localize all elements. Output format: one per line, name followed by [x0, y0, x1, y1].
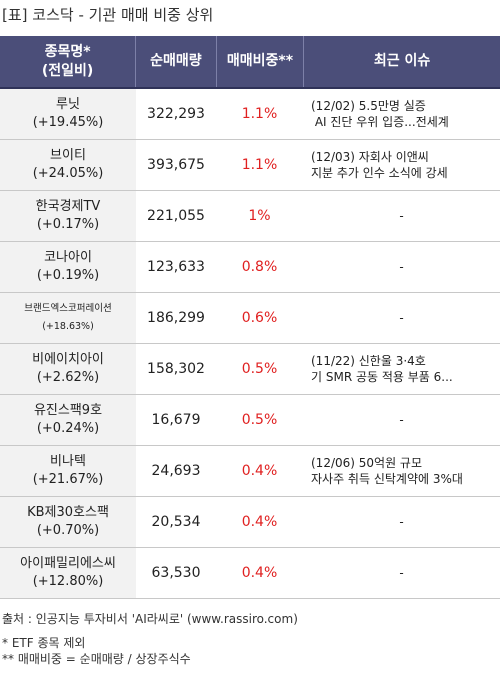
header-stock-name: 종목명* (전일비)	[0, 36, 137, 87]
recent-issue: -	[303, 242, 500, 292]
institution-trading-table: 종목명* (전일비) 순매매량 매매비중** 최근 이슈 루닛 (+19.45%)…	[0, 36, 500, 599]
stock-cell: 브랜드엑스코퍼레이션 (+18.63%)	[0, 293, 136, 343]
recent-issue-text: -	[399, 209, 404, 223]
table-row: 한국경제TV (+0.17%) 221,055 1% -	[0, 191, 500, 242]
stock-change: (+18.63%)	[42, 321, 94, 332]
recent-issue: (12/03) 자회사 이앤씨 지분 추가 인수 소식에 강세	[303, 140, 500, 190]
table-row: 아이패밀리에스씨 (+12.80%) 63,530 0.4% -	[0, 548, 500, 599]
stock-change: (+0.19%)	[36, 268, 100, 283]
footnote-etf: * ETF 종목 제외	[2, 636, 86, 650]
net-volume: 16,679	[151, 412, 201, 428]
stock-name[interactable]: 아이패밀리에스씨	[20, 556, 116, 571]
footnote-ratio: ** 매매비중 = 순매매량 / 상장주식수	[2, 652, 191, 666]
recent-issue-text: -	[399, 566, 404, 580]
recent-issue-text: -	[399, 260, 404, 274]
recent-issue-text: -	[399, 515, 404, 529]
trading-ratio: 0.4%	[241, 463, 278, 479]
table-row: 유진스팩9호 (+0.24%) 16,679 0.5% -	[0, 395, 500, 446]
header-stock-name-line2: (전일비)	[41, 62, 94, 79]
stock-change: (+0.17%)	[36, 217, 100, 232]
trading-ratio: 0.6%	[241, 310, 278, 326]
stock-cell: 유진스팩9호 (+0.24%)	[0, 395, 136, 445]
stock-cell: 아이패밀리에스씨 (+12.80%)	[0, 548, 136, 598]
net-volume: 186,299	[147, 310, 205, 326]
source-note: 출처 : 인공지능 투자비서 'AI라씨로' (www.rassiro.com)	[2, 612, 298, 626]
recent-issue: -	[303, 497, 500, 547]
trading-ratio: 0.5%	[241, 412, 278, 428]
stock-cell: 브이티 (+24.05%)	[0, 140, 136, 190]
table-row: 비에이치아이 (+2.62%) 158,302 0.5% (11/22) 신한울 3·4…	[0, 344, 500, 395]
trading-ratio: 0.4%	[241, 565, 278, 581]
net-volume: 123,633	[147, 259, 205, 275]
trading-ratio: 1.1%	[241, 106, 278, 122]
header-trading-ratio: 매매비중**	[217, 36, 305, 87]
trading-ratio: 0.5%	[241, 361, 278, 377]
table-row: KB제30호스팩 (+0.70%) 20,534 0.4% -	[0, 497, 500, 548]
table-row: 브랜드엑스코퍼레이션 (+18.63%) 186,299 0.6% -	[0, 293, 500, 344]
stock-name[interactable]: 비나텍	[50, 454, 86, 469]
trading-ratio: 1%	[248, 208, 271, 224]
net-volume: 20,534	[151, 514, 201, 530]
stock-change: (+0.24%)	[36, 421, 100, 436]
table-body: 루닛 (+19.45%) 322,293 1.1% (12/02) 5.5만명 실증 A…	[0, 89, 500, 599]
trading-ratio: 0.8%	[241, 259, 278, 275]
stock-name[interactable]: 루닛	[56, 97, 80, 112]
stock-cell: 코나아이 (+0.19%)	[0, 242, 136, 292]
table-title: [표] 코스닥 - 기관 매매 비중 상위	[2, 6, 214, 24]
net-volume: 158,302	[147, 361, 205, 377]
table-row: 코나아이 (+0.19%) 123,633 0.8% -	[0, 242, 500, 293]
table-row: 브이티 (+24.05%) 393,675 1.1% (12/03) 자회사 이앤씨 지…	[0, 140, 500, 191]
table-row: 비나텍 (+21.67%) 24,693 0.4% (12/06) 50억원 규모 자사…	[0, 446, 500, 497]
recent-issue: -	[303, 293, 500, 343]
net-volume: 221,055	[147, 208, 205, 224]
recent-issue-text[interactable]: (11/22) 신한울 3·4호 기 SMR 공동 적용 부품 6...	[311, 354, 453, 384]
stock-change: (+12.80%)	[32, 574, 104, 589]
stock-cell: 한국경제TV (+0.17%)	[0, 191, 136, 241]
stock-cell: KB제30호스팩 (+0.70%)	[0, 497, 136, 547]
trading-ratio: 1.1%	[241, 157, 278, 173]
stock-cell: 루닛 (+19.45%)	[0, 89, 136, 139]
recent-issue: -	[303, 395, 500, 445]
recent-issue: -	[303, 548, 500, 598]
recent-issue-text[interactable]: (12/03) 자회사 이앤씨 지분 추가 인수 소식에 강세	[311, 150, 448, 180]
net-volume: 393,675	[147, 157, 205, 173]
stock-name[interactable]: 브랜드엑스코퍼레이션	[24, 303, 112, 314]
stock-name[interactable]: 유진스팩9호	[33, 403, 103, 418]
recent-issue-text: -	[399, 311, 404, 325]
recent-issue: -	[303, 191, 500, 241]
header-net-volume: 순매매량	[136, 36, 217, 87]
stock-name[interactable]: 한국경제TV	[35, 199, 101, 214]
stock-name[interactable]: KB제30호스팩	[27, 505, 109, 520]
recent-issue-text[interactable]: (12/02) 5.5만명 실증 AI 진단 우위 입증...전세계	[311, 99, 449, 129]
header-stock-name-line1: 종목명*	[44, 43, 91, 60]
table-header: 종목명* (전일비) 순매매량 매매비중** 최근 이슈	[0, 36, 500, 89]
stock-change: (+21.67%)	[32, 472, 104, 487]
stock-cell: 비에이치아이 (+2.62%)	[0, 344, 136, 394]
recent-issue-text: -	[399, 413, 404, 427]
stock-change: (+24.05%)	[32, 166, 104, 181]
net-volume: 24,693	[151, 463, 201, 479]
stock-change: (+19.45%)	[32, 115, 104, 130]
table-row: 루닛 (+19.45%) 322,293 1.1% (12/02) 5.5만명 실증 A…	[0, 89, 500, 140]
recent-issue-text[interactable]: (12/06) 50억원 규모 자사주 취득 신탁계약에 3%대	[311, 456, 463, 486]
recent-issue: (11/22) 신한울 3·4호 기 SMR 공동 적용 부품 6...	[303, 344, 500, 394]
stock-change: (+0.70%)	[36, 523, 100, 538]
recent-issue: (12/06) 50억원 규모 자사주 취득 신탁계약에 3%대	[303, 446, 500, 496]
net-volume: 322,293	[147, 106, 205, 122]
recent-issue: (12/02) 5.5만명 실증 AI 진단 우위 입증...전세계	[303, 89, 500, 139]
header-recent-issue: 최근 이슈	[373, 53, 431, 69]
stock-name[interactable]: 브이티	[50, 148, 86, 163]
stock-change: (+2.62%)	[36, 370, 100, 385]
net-volume: 63,530	[151, 565, 201, 581]
stock-name[interactable]: 비에이치아이	[32, 352, 104, 367]
stock-name[interactable]: 코나아이	[44, 250, 92, 265]
trading-ratio: 0.4%	[241, 514, 278, 530]
stock-cell: 비나텍 (+21.67%)	[0, 446, 136, 496]
